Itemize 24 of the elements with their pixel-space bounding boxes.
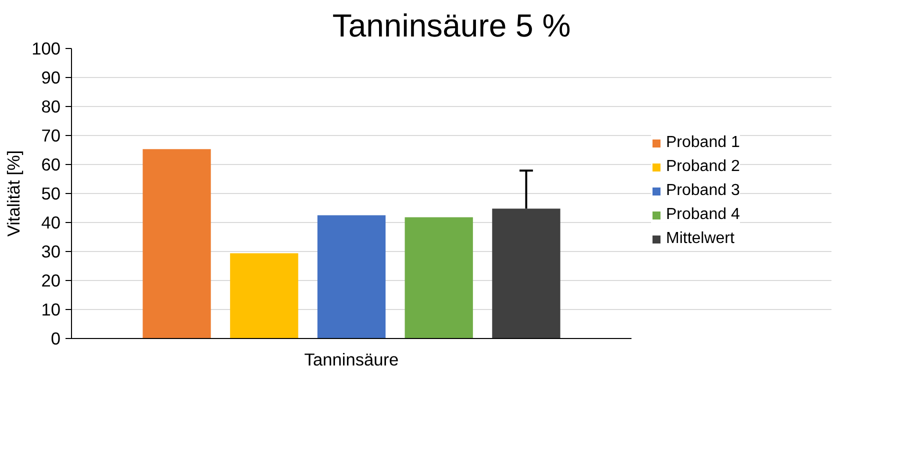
- y-tick-label: 20: [41, 270, 61, 290]
- y-tick-label: 30: [41, 242, 61, 262]
- legend-label: Proband 4: [666, 206, 740, 224]
- legend-label: Proband 3: [666, 182, 740, 200]
- bar: [317, 215, 386, 338]
- bar: [492, 208, 560, 338]
- x-tick-label: Tanninsäure: [304, 350, 399, 370]
- y-tick-label: 0: [50, 328, 61, 348]
- legend-label: Proband 2: [666, 158, 740, 176]
- y-tick-label: 50: [41, 184, 61, 204]
- y-tick-label: 80: [41, 96, 61, 116]
- y-tick-label: 60: [41, 154, 61, 174]
- y-tick-label: 10: [41, 300, 61, 320]
- y-tick-label: 90: [41, 68, 61, 88]
- y-tick-label: 40: [41, 212, 61, 232]
- legend-label: Mittelwert: [666, 230, 734, 248]
- bar: [404, 217, 473, 338]
- y-tick-label: 100: [32, 38, 61, 58]
- legend-label: Proband 1: [666, 134, 740, 152]
- bar: [230, 253, 298, 338]
- chart-title: Tanninsäure 5 %: [332, 8, 571, 44]
- y-tick-label: 70: [41, 126, 61, 146]
- y-axis-title: Vitalität [%]: [4, 150, 24, 237]
- bar: [142, 149, 211, 338]
